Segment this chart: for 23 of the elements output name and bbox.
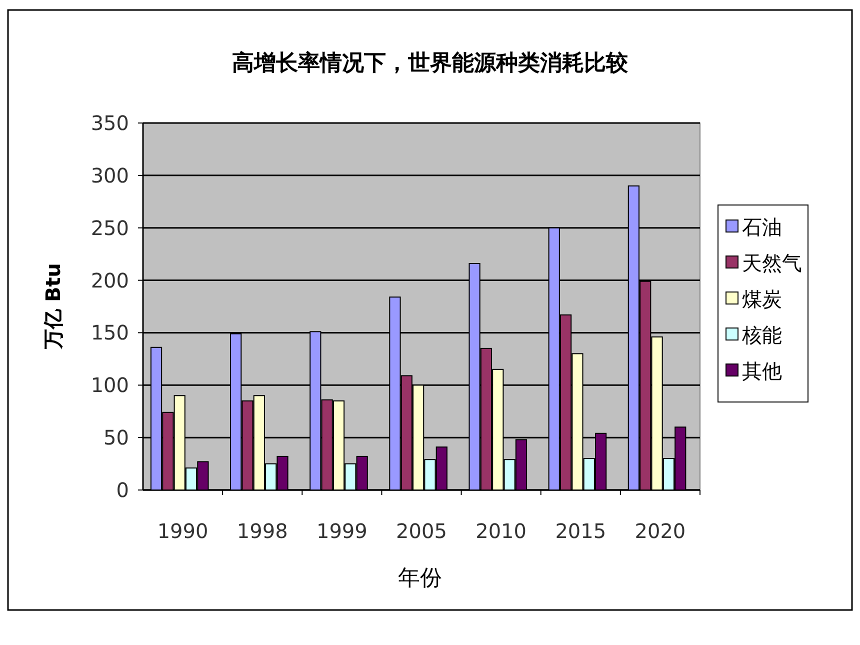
x-axis-title: 年份: [398, 566, 442, 591]
y-tick-label: 50: [104, 426, 129, 450]
y-tick-label: 300: [90, 163, 129, 188]
legend-label: 煤炭: [742, 287, 782, 311]
x-tick-label: 1999: [316, 519, 368, 543]
y-tick-label: 0: [116, 478, 129, 502]
x-tick-label: 2010: [476, 519, 527, 543]
y-axis-title: 万亿 Btu: [41, 262, 65, 350]
y-tick-label: 100: [90, 373, 129, 398]
legend-label: 石油: [742, 215, 782, 239]
x-tick-label: 2020: [634, 519, 686, 543]
x-tick-label: 2015: [555, 519, 606, 543]
y-tick-label: 350: [90, 111, 129, 135]
x-tick-label: 1990: [157, 519, 208, 543]
y-tick-label: 150: [90, 320, 129, 345]
x-tick-label: 1998: [236, 519, 288, 543]
legend-label: 核能: [741, 323, 782, 347]
y-tick-label: 200: [90, 268, 129, 292]
legend-label: 其他: [742, 359, 782, 383]
chart-title: 高增长率情况下，世界能源种类消耗比较: [232, 50, 629, 76]
y-tick-label: 250: [90, 216, 129, 240]
x-tick-label: 2005: [396, 519, 447, 543]
legend-label: 天然气: [742, 251, 802, 275]
